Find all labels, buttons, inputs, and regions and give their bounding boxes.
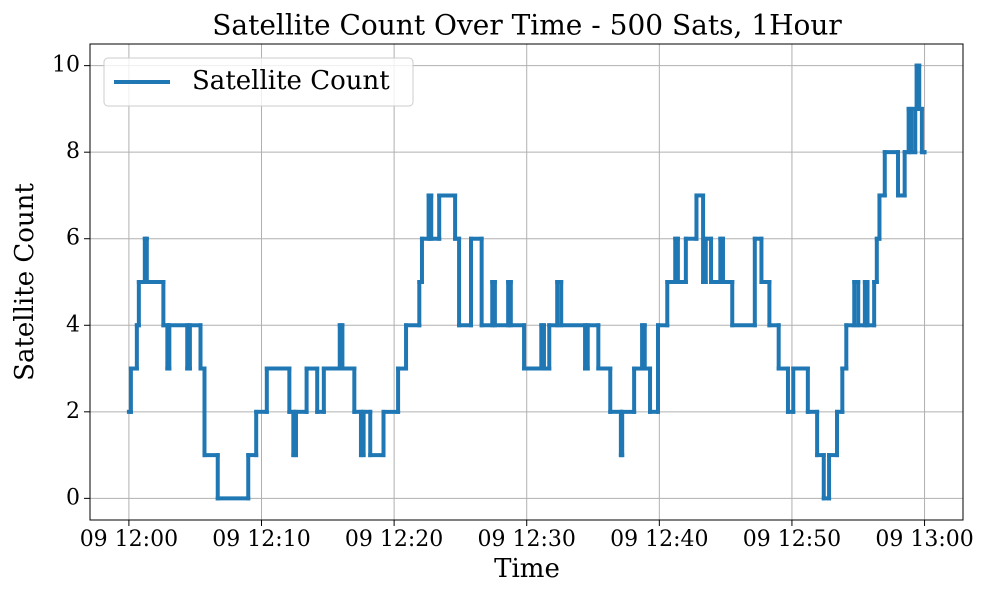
y-tick-label: 10 xyxy=(52,53,80,78)
x-tick-label: 09 12:10 xyxy=(212,527,310,552)
y-tick-label: 4 xyxy=(66,312,80,337)
chart-title: Satellite Count Over Time - 500 Sats, 1H… xyxy=(212,9,842,42)
x-tick-label: 09 12:30 xyxy=(478,527,576,552)
plot-frame xyxy=(89,43,964,521)
y-tick-label: 0 xyxy=(66,485,80,510)
x-tick-label: 09 12:50 xyxy=(743,527,841,552)
y-tick-label: 2 xyxy=(66,399,80,424)
x-tick-label: 09 12:20 xyxy=(345,527,443,552)
y-tick-label: 8 xyxy=(66,139,80,164)
x-tick-label: 09 12:00 xyxy=(80,527,178,552)
x-axis-label: Time xyxy=(494,554,560,584)
x-tick-label: 09 12:40 xyxy=(610,527,708,552)
legend-box xyxy=(103,57,414,107)
grid xyxy=(90,44,963,520)
series-line xyxy=(126,63,927,501)
legend-label: Satellite Count xyxy=(192,66,390,96)
y-axis-label: Satellite Count xyxy=(10,183,40,381)
y-tick-label: 6 xyxy=(66,226,80,251)
x-tick-label: 09 13:00 xyxy=(875,527,973,552)
